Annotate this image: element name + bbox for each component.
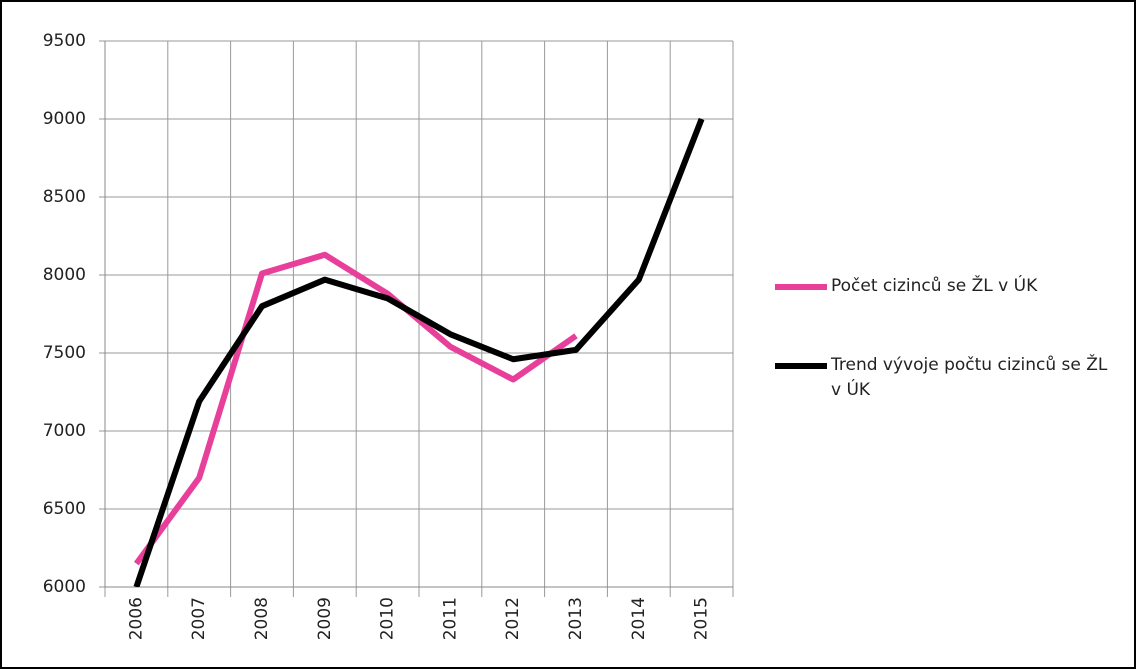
x-tick-label: 2010 — [378, 597, 398, 640]
x-tick-label: 2014 — [629, 597, 649, 640]
legend-swatch — [775, 363, 827, 369]
y-tick-label: 6000 — [43, 577, 86, 597]
x-tick-label: 2011 — [440, 597, 460, 640]
y-tick-label: 8500 — [43, 187, 86, 207]
legend-label: Počet cizinců se ŽL v ÚK — [831, 276, 1038, 296]
series-line — [133, 251, 578, 566]
x-tick-label: 2012 — [503, 597, 523, 640]
y-tick-label: 6500 — [43, 499, 86, 519]
x-tick-label: 2013 — [566, 597, 586, 640]
legend-swatch — [775, 284, 827, 290]
x-tick-label: 2007 — [189, 597, 209, 640]
series-line — [133, 117, 705, 587]
y-tick-label: 7000 — [43, 421, 86, 441]
y-tick-label: 9000 — [43, 109, 86, 129]
legend-item: Trend vývoje počtu cizinců se ŽL v ÚK — [775, 353, 1111, 403]
y-tick-label: 7500 — [43, 343, 86, 363]
legend-label: Trend vývoje počtu cizinců se ŽL v ÚK — [831, 355, 1108, 400]
legend-item: Počet cizinců se ŽL v ÚK — [775, 274, 1111, 299]
x-tick-label: 2008 — [252, 597, 272, 640]
x-tick-label: 2009 — [315, 597, 335, 640]
y-tick-label: 9500 — [43, 31, 86, 51]
x-tick-label: 2015 — [692, 597, 712, 640]
x-tick-label: 2006 — [126, 597, 146, 640]
y-tick-label: 8000 — [43, 265, 86, 285]
